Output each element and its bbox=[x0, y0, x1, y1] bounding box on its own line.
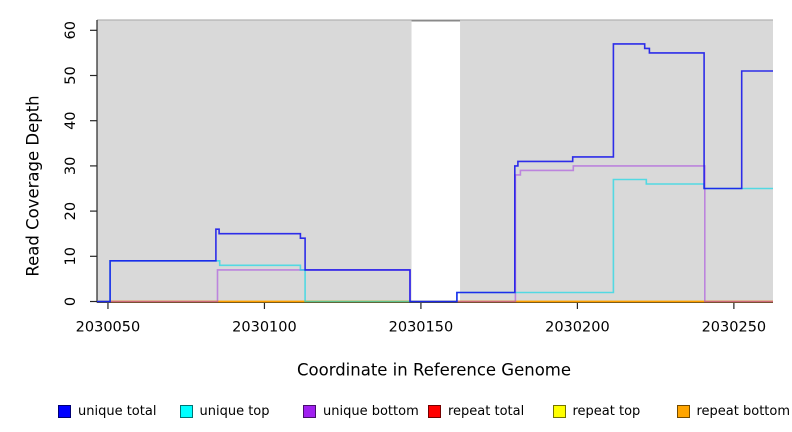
legend-swatch-unique-total bbox=[58, 404, 71, 418]
legend-label: unique total bbox=[78, 403, 157, 419]
legend-swatch-repeat-total bbox=[428, 404, 441, 418]
no-data-gap bbox=[411, 20, 461, 303]
y-tick-label: 40 bbox=[63, 111, 79, 129]
legend-swatch-unique-bottom bbox=[303, 404, 316, 418]
legend-item-repeat-top: repeat top bbox=[552, 402, 641, 420]
x-tick-label: 2030100 bbox=[232, 320, 297, 336]
legend-label: repeat bottom bbox=[696, 403, 791, 419]
series-unique-bottom bbox=[97, 165, 773, 303]
legend-swatch-unique-top bbox=[179, 404, 193, 418]
y-axis-title: Read Coverage Depth bbox=[23, 95, 43, 277]
y-tick-label: 10 bbox=[63, 247, 79, 265]
legend-label: unique bottom bbox=[323, 403, 419, 419]
x-tick-label: 2030200 bbox=[545, 320, 610, 336]
y-tick-label: 50 bbox=[63, 66, 79, 84]
legend-swatch-repeat-bottom bbox=[676, 404, 690, 418]
legend-label: repeat top bbox=[572, 403, 641, 419]
x-tick-label: 2030150 bbox=[389, 320, 454, 336]
legend-label: repeat total bbox=[448, 403, 525, 419]
legend-label: unique top bbox=[199, 403, 270, 419]
legend-item-repeat-bottom: repeat bottom bbox=[676, 402, 791, 420]
y-tick-label: 30 bbox=[63, 157, 79, 175]
series-unique-total bbox=[97, 43, 773, 303]
legend-item-repeat-total: repeat total bbox=[428, 402, 524, 420]
legend-item-unique-total: unique total bbox=[58, 402, 156, 420]
legend: unique total unique top unique bottom repea… bbox=[0, 399, 792, 425]
legend-item-unique-bottom: unique bottom bbox=[303, 402, 419, 420]
x-tick-label: 2030250 bbox=[702, 320, 767, 336]
x-axis-title: Coordinate in Reference Genome bbox=[296, 360, 572, 380]
legend-item-unique-top: unique top bbox=[179, 402, 270, 420]
y-tick-label: 20 bbox=[63, 202, 79, 220]
y-tick-label: 0 bbox=[63, 297, 79, 306]
y-tick-label: 60 bbox=[63, 21, 79, 39]
legend-swatch-repeat-top bbox=[552, 404, 566, 418]
x-tick-label: 2030050 bbox=[76, 320, 141, 336]
